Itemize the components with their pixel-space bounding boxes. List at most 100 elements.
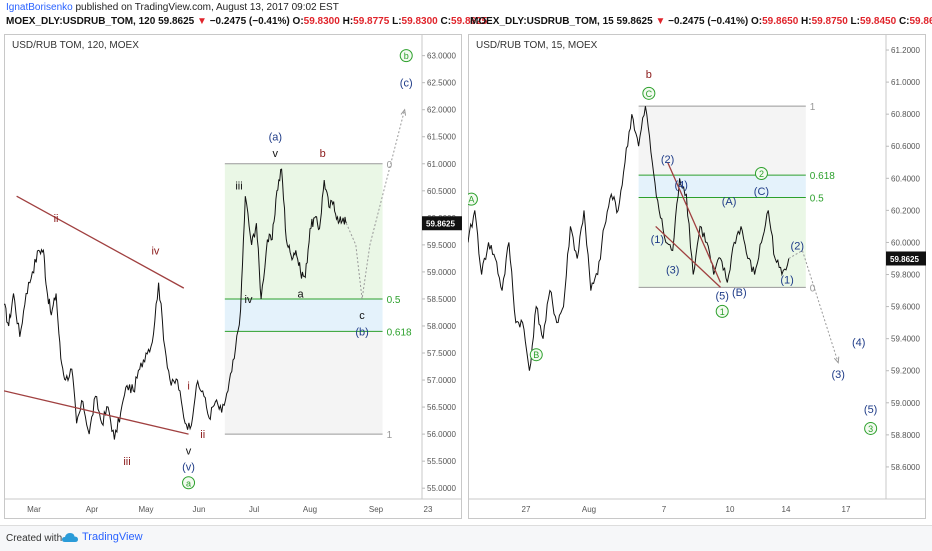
wave-label: v (186, 445, 192, 457)
wave-label: a (186, 478, 191, 488)
right-symbol-header: MOEX_DLY:USDRUB_TOM, 15 59.8625 ▼ −0.247… (470, 16, 932, 27)
y-tick-label: 55.5000 (427, 457, 456, 466)
high-value: 59.8750 (812, 16, 848, 27)
fib-level-label: 1 (810, 102, 816, 113)
right-chart[interactable]: 10.6180.50ABbC(2)(4)(1)(3)(5)1(A)(B)(C)2… (468, 34, 926, 519)
y-tick-label: 58.8000 (891, 431, 920, 440)
wave-label: (b) (355, 326, 368, 338)
wave-label: ii (200, 429, 205, 441)
wave-label: (C) (754, 186, 769, 198)
open-value: 59.8650 (762, 16, 798, 27)
fib-level-label: 0.5 (387, 295, 401, 306)
wave-label: b (404, 51, 409, 61)
wave-label: (B) (732, 287, 747, 299)
x-tick-label: May (138, 505, 153, 514)
y-tick-label: 60.2000 (891, 206, 920, 215)
y-tick-label: 57.5000 (427, 349, 456, 358)
y-tick-label: 61.2000 (891, 46, 920, 55)
wave-label: (4) (675, 180, 688, 192)
y-tick-label: 59.4000 (891, 335, 920, 344)
wave-label: (3) (666, 265, 679, 277)
wave-label: (5) (715, 290, 728, 302)
down-arrow-icon: ▼ (197, 16, 207, 27)
wave-label: (4) (852, 337, 865, 349)
wave-label: (1) (651, 234, 664, 246)
y-tick-label: 59.0000 (427, 268, 456, 277)
fib-zone-upper (225, 164, 383, 299)
low-value: 59.8300 (402, 16, 438, 27)
open-label: O: (751, 16, 762, 27)
fib-level-label: 0.618 (387, 327, 412, 338)
wave-label: iii (123, 456, 130, 468)
fib-level-label: 0.5 (810, 194, 824, 205)
price-change: −0.2475 (−0.41%) (668, 16, 748, 27)
wave-label: 3 (868, 424, 873, 434)
x-tick-label: 17 (842, 505, 851, 514)
fib-zone-lower (225, 331, 383, 434)
y-tick-label: 61.0000 (427, 160, 456, 169)
y-tick-label: 59.2000 (891, 367, 920, 376)
y-tick-label: 63.0000 (427, 52, 456, 61)
wave-label: (c) (400, 78, 413, 90)
wave-label: iv (245, 294, 253, 306)
fib-level-label: 0.618 (810, 171, 835, 182)
y-tick-label: 59.5000 (427, 241, 456, 250)
wave-label: ii (54, 213, 59, 225)
x-tick-label: Aug (582, 505, 596, 514)
y-tick-label: 60.0000 (891, 238, 920, 247)
close-value: 59.8625 (910, 16, 932, 27)
fib-level-label: 1 (387, 430, 393, 441)
x-tick-label: Jun (193, 505, 206, 514)
x-tick-label: 14 (782, 505, 791, 514)
wave-label: a (297, 289, 304, 301)
y-tick-label: 60.8000 (891, 110, 920, 119)
x-tick-label: 27 (522, 505, 531, 514)
last-price: 59.8625 (617, 16, 653, 27)
y-tick-label: 60.5000 (427, 187, 456, 196)
wave-label: (A) (722, 196, 737, 208)
wave-label: (2) (661, 154, 674, 166)
wave-label: 1 (720, 307, 725, 317)
last-price-label: 59.8625 (890, 255, 919, 264)
fib-zone-mid (639, 175, 806, 197)
footer: Created with TradingView (0, 525, 932, 551)
y-tick-label: 60.6000 (891, 142, 920, 151)
wave-label: (a) (269, 132, 282, 144)
x-tick-label: Sep (369, 505, 384, 514)
y-tick-label: 55.0000 (427, 484, 456, 493)
symbol-name: MOEX_DLY:USDRUB_TOM, 120 (6, 16, 155, 27)
fib-level-label: 0 (387, 160, 393, 171)
wave-label: (5) (864, 404, 877, 416)
wave-label: (1) (780, 274, 793, 286)
wave-label: (3) (832, 369, 845, 381)
y-tick-label: 59.8000 (891, 271, 920, 280)
wave-label: b (320, 148, 326, 160)
chart-title: USD/RUB TOM, 120, MOEX (12, 40, 139, 51)
y-tick-label: 58.0000 (427, 322, 456, 331)
wave-label: B (533, 350, 539, 360)
wave-label: 2 (759, 169, 764, 179)
chart-title: USD/RUB TOM, 15, MOEX (476, 40, 598, 51)
y-tick-label: 60.4000 (891, 174, 920, 183)
close-label: C: (899, 16, 910, 27)
wave-label: b (646, 69, 652, 81)
wave-label: (2) (791, 241, 804, 253)
left-symbol-header: MOEX_DLY:USDRUB_TOM, 120 59.8625 ▼ −0.24… (6, 16, 487, 27)
x-tick-label: Aug (303, 505, 317, 514)
y-tick-label: 56.0000 (427, 430, 456, 439)
tradingview-brand-link[interactable]: TradingView (82, 531, 143, 543)
wave-label: v (273, 148, 279, 160)
y-tick-label: 58.5000 (427, 295, 456, 304)
low-label: L: (851, 16, 860, 27)
left-chart[interactable]: 00.50.6181iiiviiiiiiv(v)aiiiiv(a)vabc(b)… (4, 34, 462, 519)
y-tick-label: 57.0000 (427, 376, 456, 385)
y-tick-label: 58.6000 (891, 463, 920, 472)
wave-label: C (646, 89, 653, 99)
last-price: 59.8625 (158, 16, 194, 27)
x-tick-label: 7 (662, 505, 667, 514)
author-link[interactable]: IgnatBorisenko (6, 2, 73, 13)
symbol-name: MOEX_DLY:USDRUB_TOM, 15 (470, 16, 614, 27)
publish-bar: IgnatBorisenko published on TradingView.… (4, 0, 924, 34)
